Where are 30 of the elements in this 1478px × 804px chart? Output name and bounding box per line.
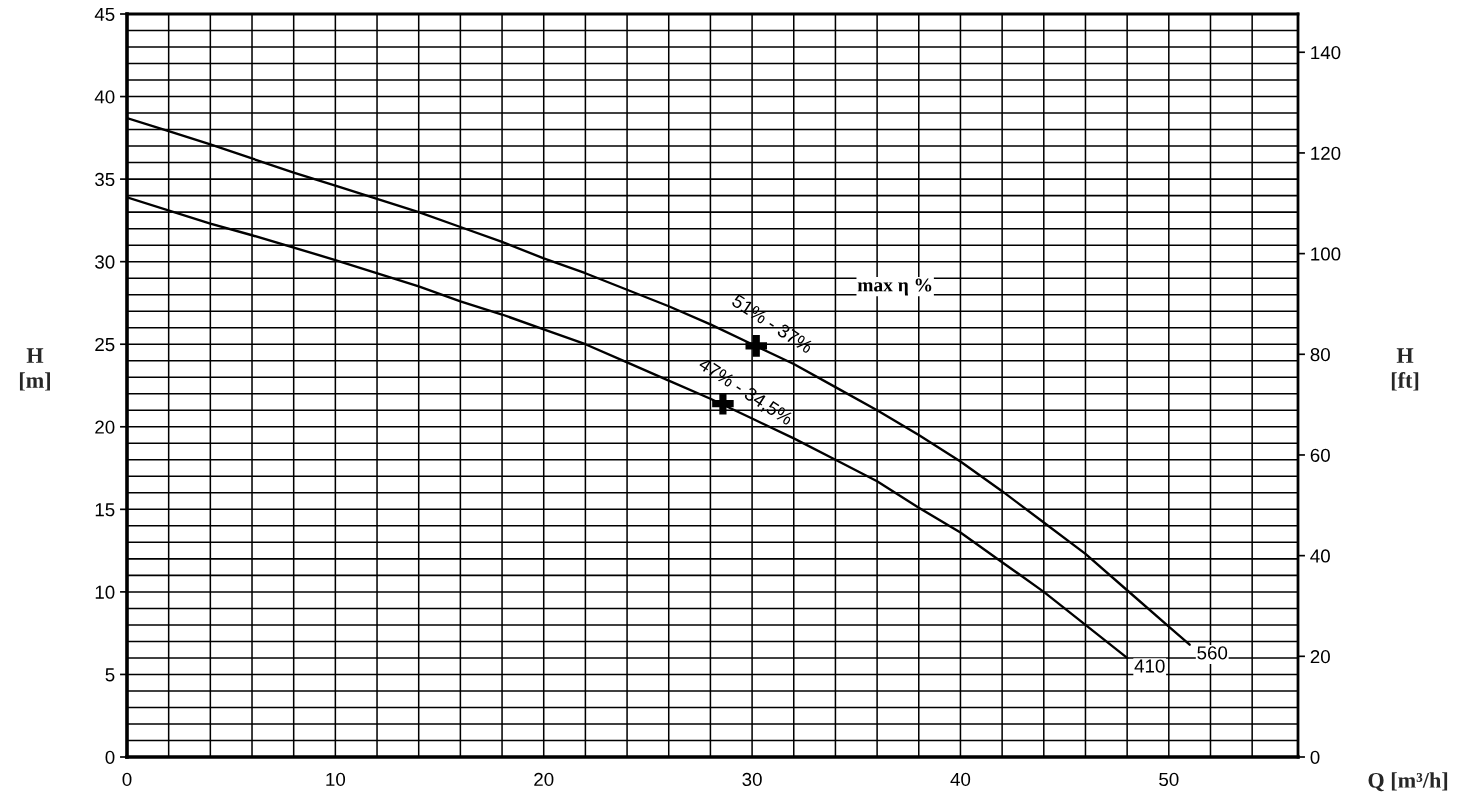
y-tick-label: 30 [95, 255, 115, 269]
y-tick-label: 10 [95, 585, 115, 599]
y-tick-label: 25 [95, 337, 115, 352]
y-tick-label: 0 [105, 750, 115, 764]
y-tick-label: 15 [95, 503, 115, 517]
x-axis-title: Q [m³/h] [1368, 772, 1448, 792]
y-axis-title: H [m] [19, 348, 50, 391]
y-tick-label: 20 [95, 420, 115, 434]
y2-tick-label: 0 [1310, 750, 1320, 764]
x-tick-label: 20 [534, 772, 554, 787]
series-label: 560 [1197, 646, 1228, 660]
y2-tick-label: 100 [1311, 247, 1341, 261]
x-tick-label: 10 [326, 772, 346, 787]
y2-tick-label: 80 [1310, 347, 1330, 362]
x-tick-label: 50 [1159, 772, 1179, 787]
x-tick-label: 0 [122, 772, 132, 787]
y2-axis-title: H [ft] [1391, 348, 1419, 391]
y-tick-label: 5 [105, 668, 115, 682]
y-tick-label: 45 [94, 7, 115, 21]
y-tick-label: 40 [94, 90, 115, 104]
x-tick-label: 30 [742, 772, 762, 787]
y2-tick-label: 120 [1311, 146, 1341, 160]
y-tick-label: 35 [95, 172, 115, 187]
y2-tick-label: 60 [1310, 448, 1330, 462]
y2-tick-label: 20 [1310, 650, 1330, 664]
annotation: max η % [857, 278, 932, 296]
x-tick-label: 40 [950, 772, 971, 787]
series-label: 410 [1134, 659, 1165, 673]
y2-tick-label: 40 [1310, 549, 1330, 563]
y2-tick-label: 140 [1311, 45, 1341, 60]
